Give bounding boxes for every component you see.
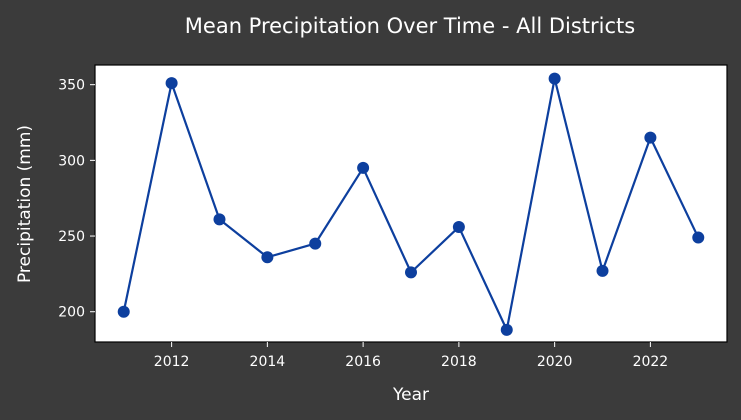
data-point bbox=[357, 161, 370, 174]
data-point bbox=[117, 305, 130, 318]
y-axis: 200 250 300 350 bbox=[58, 78, 95, 321]
x-tick-label: 2020 bbox=[537, 354, 573, 370]
plot-area bbox=[94, 64, 728, 343]
x-tick-label: 2016 bbox=[345, 354, 381, 370]
data-point bbox=[500, 323, 513, 336]
x-tick-label: 2018 bbox=[441, 354, 477, 370]
y-axis-label: Precipitation (mm) bbox=[15, 125, 35, 283]
data-point bbox=[165, 77, 178, 90]
y-tick-label: 250 bbox=[58, 229, 85, 245]
data-point bbox=[213, 213, 226, 226]
y-tick-label: 200 bbox=[58, 305, 85, 321]
y-tick-label: 300 bbox=[58, 153, 85, 169]
series-layer bbox=[117, 72, 705, 336]
data-point bbox=[309, 237, 322, 250]
data-point bbox=[692, 231, 705, 244]
data-point bbox=[452, 220, 465, 233]
x-axis-label: Year bbox=[392, 385, 429, 405]
x-axis: 2012 2014 2016 2018 2020 2022 bbox=[154, 342, 668, 370]
data-point bbox=[405, 266, 417, 279]
y-tick-label: 350 bbox=[58, 78, 85, 94]
x-tick-label: 2022 bbox=[633, 354, 669, 370]
data-point bbox=[644, 131, 657, 144]
data-point bbox=[548, 72, 561, 85]
x-tick-label: 2014 bbox=[250, 354, 286, 370]
data-point bbox=[261, 251, 274, 264]
x-tick-label: 2012 bbox=[154, 354, 190, 370]
data-point bbox=[596, 264, 609, 277]
chart-title: Mean Precipitation Over Time - All Distr… bbox=[185, 14, 635, 38]
